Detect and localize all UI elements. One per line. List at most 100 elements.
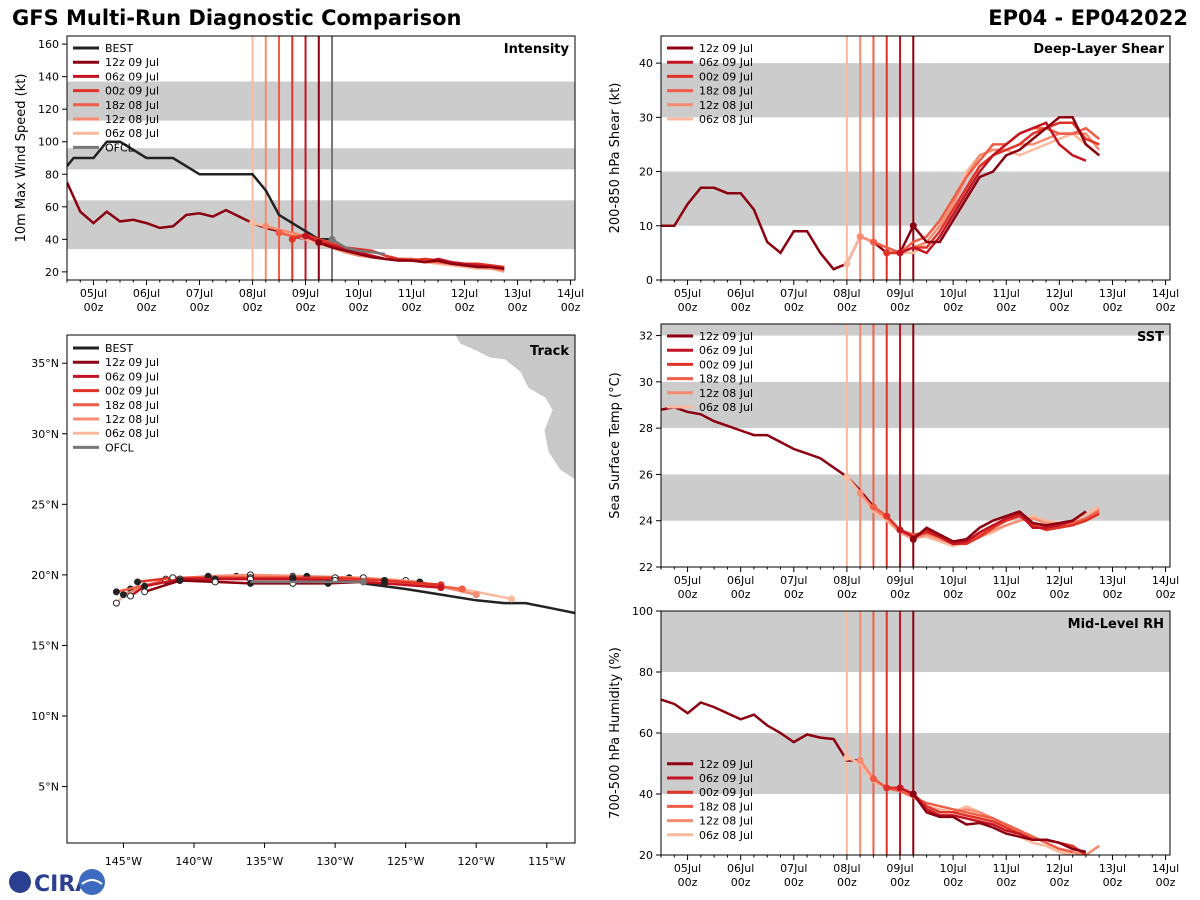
sst-y-tick-label: 30 — [639, 376, 653, 389]
rh-x-tick-label: 14Jul — [1152, 862, 1179, 875]
shear-x-tick-label: 00z — [943, 301, 963, 314]
intensity-legend-label: 00z 09 Jul — [105, 85, 159, 98]
intensity-legend-label: OFCL — [105, 141, 135, 154]
intensity-best-line — [67, 140, 332, 241]
rh-x-tick-label: 06Jul — [727, 862, 754, 875]
track-legend-label: BEST — [105, 342, 133, 355]
intensity-x-tick-label: 10Jul — [345, 287, 372, 300]
intensity-legend-label: 18z 08 Jul — [105, 99, 159, 112]
intensity-x-tick-label: 00z — [243, 301, 263, 314]
sst-x-tick-label: 09Jul — [886, 574, 913, 587]
track-ofcl-point — [359, 578, 367, 586]
track-day-marker — [119, 591, 127, 599]
sst-x-tick-label: 12Jul — [1046, 574, 1073, 587]
track-legend-label: 18z 08 Jul — [105, 399, 159, 412]
track-x-tick-label: 130°W — [316, 855, 353, 868]
sst-x-tick-label: 00z — [1103, 588, 1123, 601]
intensity-x-tick-label: 00z — [137, 301, 157, 314]
track-panel-label: Track — [530, 344, 569, 359]
sst-x-tick-label: 00z — [890, 588, 910, 601]
track-y-tick-label: 5°N — [38, 781, 59, 794]
track-y-tick-label: 25°N — [31, 498, 59, 511]
shear-x-tick-label: 00z — [1156, 301, 1176, 314]
rh-y-tick-label: 60 — [639, 727, 653, 740]
sst-x-tick-label: 00z — [1049, 588, 1069, 601]
shear-x-tick-label: 14Jul — [1152, 287, 1179, 300]
intensity-forecast-init-point — [262, 222, 270, 230]
rh-y-tick-label: 20 — [639, 849, 653, 862]
shear-y-tick-label: 40 — [639, 57, 653, 70]
sst-shaded-band — [661, 324, 1170, 336]
track-best-line — [363, 582, 575, 615]
track-legend-label: 06z 09 Jul — [105, 370, 159, 383]
rh-x-tick-label: 10Jul — [939, 862, 966, 875]
track-x-tick-label: 140°W — [175, 855, 212, 868]
shear-x-tick-label: 06Jul — [727, 287, 754, 300]
intensity-ofcl-line — [331, 238, 386, 256]
rh-legend-label: 12z 08 Jul — [699, 815, 753, 828]
sst-frame — [660, 323, 1171, 568]
sst-forecast-init-point — [869, 503, 877, 511]
rh-legend-label: 18z 08 Jul — [699, 800, 753, 813]
rh-x-tick-label: 00z — [943, 876, 963, 889]
shear-legend-label: 00z 09 Jul — [699, 70, 753, 83]
shear-legend-label: 06z 08 Jul — [699, 113, 753, 126]
shear-x-tick-label: 00z — [1049, 301, 1069, 314]
sst-y-tick-label: 28 — [639, 422, 653, 435]
rh-forecast-line — [912, 793, 1087, 854]
shear-legend-label: 12z 08 Jul — [699, 99, 753, 112]
rh-forecast-init-point — [896, 784, 904, 792]
sst-y-tick-label: 24 — [639, 515, 653, 528]
sst-legend-label: 06z 09 Jul — [699, 344, 753, 357]
track-y-tick-label: 35°N — [31, 357, 59, 370]
rh-x-tick-label: 11Jul — [993, 862, 1020, 875]
intensity-x-tick-label: 07Jul — [186, 287, 213, 300]
shear-shaded-band — [661, 63, 1170, 118]
shear-x-tick-label: 09Jul — [886, 287, 913, 300]
intensity-x-tick-label: 00z — [561, 301, 581, 314]
intensity-x-tick-label: 08Jul — [239, 287, 266, 300]
intensity-y-tick-label: 40 — [45, 233, 59, 246]
intensity-frame — [66, 35, 576, 281]
shear-x-tick-label: 12Jul — [1046, 287, 1073, 300]
track-day-marker — [112, 599, 120, 607]
rh-x-tick-label: 09Jul — [886, 862, 913, 875]
shear-x-tick-label: 00z — [890, 301, 910, 314]
rh-panel-label: Mid-Level RH — [1068, 617, 1164, 632]
sst-x-tick-label: 10Jul — [939, 574, 966, 587]
rh-x-tick-label: 00z — [996, 876, 1016, 889]
sst-legend-label: 18z 08 Jul — [699, 373, 753, 386]
intensity-x-tick-label: 09Jul — [292, 287, 319, 300]
intensity-legend-label: 06z 08 Jul — [105, 127, 159, 140]
intensity-y-tick-label: 80 — [45, 168, 59, 181]
intensity-x-tick-label: 00z — [349, 301, 369, 314]
sst-forecast-init-point — [896, 526, 904, 534]
shear-x-tick-label: 13Jul — [1099, 287, 1126, 300]
sst-x-tick-label: 00z — [784, 588, 804, 601]
rh-x-tick-label: 00z — [784, 876, 804, 889]
sst-x-tick-label: 14Jul — [1152, 574, 1179, 587]
shear-y-tick-label: 0 — [646, 274, 653, 287]
sst-y-tick-label: 26 — [639, 468, 653, 481]
shear-forecast-init-point — [883, 249, 891, 257]
intensity-x-tick-label: 00z — [84, 301, 104, 314]
sst-forecast-line — [912, 510, 1087, 543]
rh-forecast-init-point — [883, 784, 891, 792]
intensity-y-tick-label: 120 — [38, 103, 59, 116]
intensity-y-tick-label: 20 — [45, 266, 59, 279]
sst-x-tick-label: 06Jul — [727, 574, 754, 587]
land-mass — [454, 335, 575, 481]
intensity-legend-label: 06z 09 Jul — [105, 70, 159, 83]
sst-forecast-line — [899, 510, 1087, 546]
track-day-marker — [134, 578, 142, 586]
intensity-ofcl-point — [328, 235, 336, 243]
shear-shaded-band — [661, 171, 1170, 226]
rh-x-tick-label: 13Jul — [1099, 862, 1126, 875]
track-legend-label: 06z 08 Jul — [105, 427, 159, 440]
rh-forecast-init-point — [909, 790, 917, 798]
track-day-marker — [141, 582, 149, 590]
rh-x-tick-label: 00z — [731, 876, 751, 889]
shear-x-tick-label: 11Jul — [993, 287, 1020, 300]
shear-legend-label: 06z 09 Jul — [699, 56, 753, 69]
sst-forecast-init-point — [856, 489, 864, 497]
